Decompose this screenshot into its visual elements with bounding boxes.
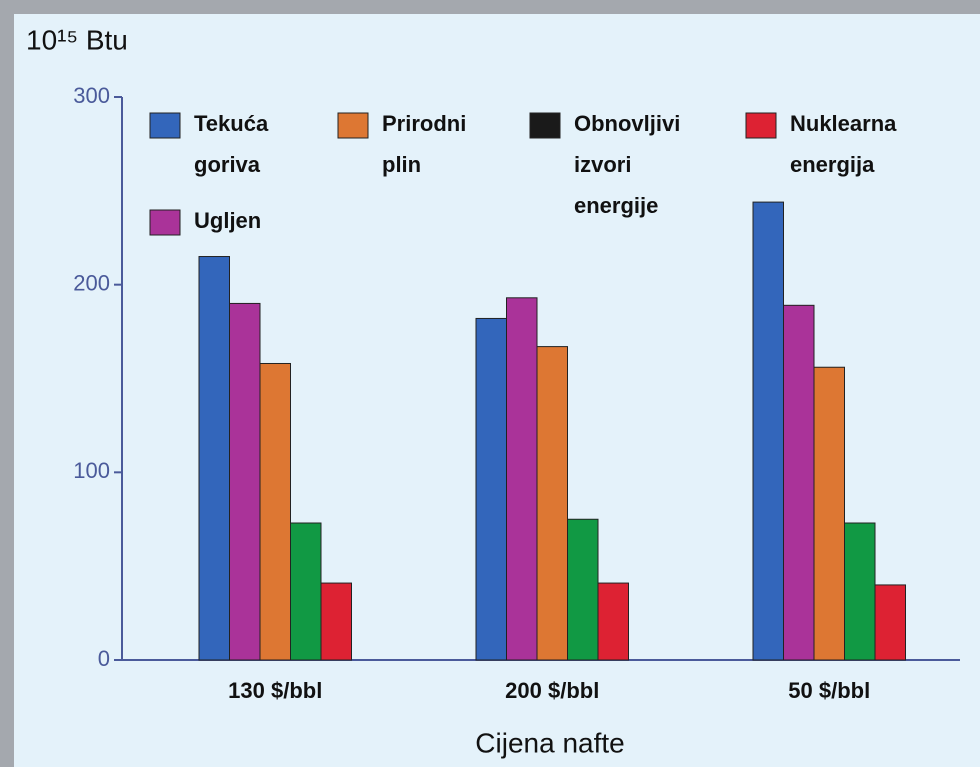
- legend-label: Ugljen: [194, 208, 261, 233]
- bar: [290, 522, 322, 661]
- x-tick-label: 50 $/bbl: [788, 678, 870, 703]
- y-tick-label: 300: [73, 83, 110, 108]
- bar: [813, 366, 845, 661]
- legend-swatch: [337, 112, 369, 139]
- legend-label: Nuklearna energija: [790, 111, 903, 177]
- legend-label: Tekuća goriva: [194, 111, 274, 177]
- y-axis-title: 10¹⁵ Btu: [26, 24, 128, 55]
- bar: [320, 582, 352, 661]
- legend-swatch: [529, 112, 561, 139]
- bar: [536, 346, 568, 661]
- y-tick-label: 100: [73, 458, 110, 483]
- x-tick-label: 200 $/bbl: [505, 678, 599, 703]
- legend-swatch: [149, 209, 181, 236]
- bar: [259, 362, 291, 661]
- bar: [506, 297, 538, 661]
- legend-label: Obnovljivi izvori energije: [574, 111, 686, 218]
- bar: [874, 584, 906, 661]
- bar: [783, 304, 815, 661]
- y-tick-label: 0: [98, 646, 110, 671]
- legend-swatch: [149, 112, 181, 139]
- x-tick-label: 130 $/bbl: [228, 678, 322, 703]
- bar: [475, 317, 507, 661]
- bar: [597, 582, 629, 661]
- legend-swatch: [745, 112, 777, 139]
- x-axis-title: Cijena nafte: [475, 727, 624, 758]
- y-tick-label: 200: [73, 270, 110, 295]
- bar: [567, 518, 599, 661]
- legend-label: Prirodni plin: [382, 111, 472, 177]
- bar: [752, 201, 784, 661]
- bar: [229, 302, 261, 661]
- bar: [844, 522, 876, 661]
- bar: [198, 256, 230, 661]
